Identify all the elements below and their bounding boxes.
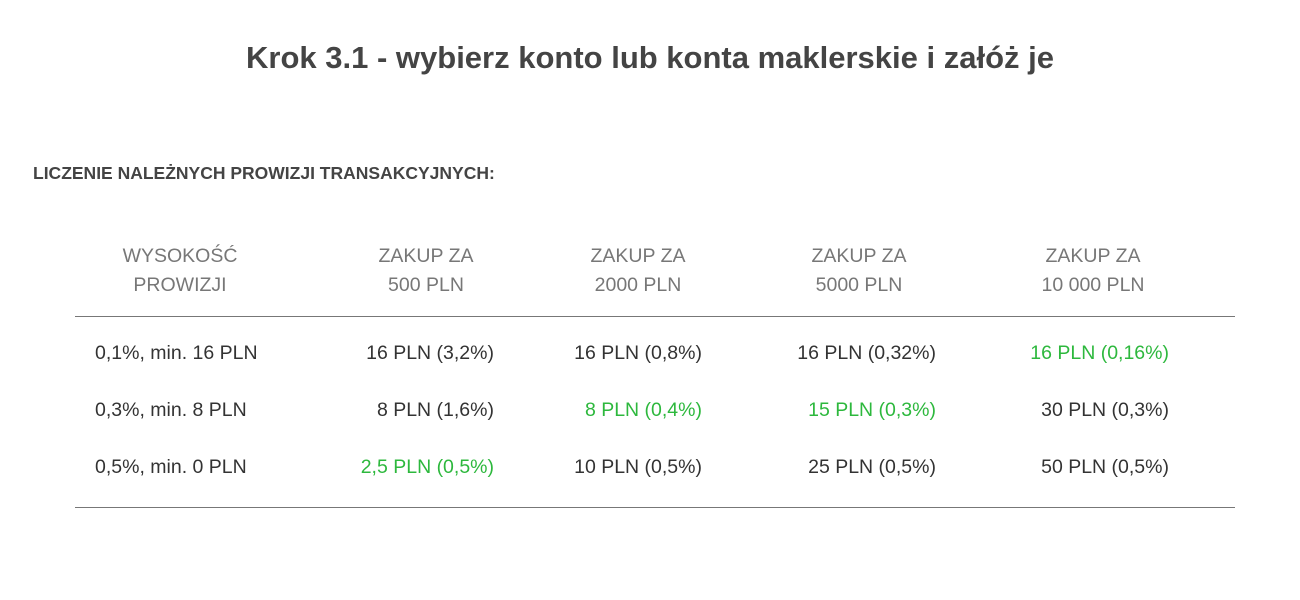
column-header: 2000 PLN	[594, 274, 682, 296]
table-cell: 16 PLN (0,32%)	[797, 342, 936, 364]
column-header: 5000 PLN	[815, 274, 903, 296]
column-header: ZAKUP ZA	[378, 245, 474, 267]
column-header: PROWIZJI	[133, 274, 227, 296]
section-title: LICZENIE NALEŻNYCH PROWIZJI TRANSAKCYJNY…	[33, 163, 495, 183]
table-cell: 25 PLN (0,5%)	[808, 456, 936, 478]
table-cell: 16 PLN (0,8%)	[574, 342, 702, 364]
header-rule	[75, 316, 1235, 317]
table-cell: 8 PLN (1,6%)	[376, 399, 494, 421]
column-header: ZAKUP ZA	[811, 245, 907, 267]
table-cell: 50 PLN (0,5%)	[1041, 456, 1169, 478]
table-cell: 0,5%, min. 0 PLN	[95, 456, 247, 478]
table-cell: 15 PLN (0,3%)	[808, 399, 936, 421]
column-header: 10 000 PLN	[1041, 274, 1145, 296]
column-header: ZAKUP ZA	[590, 245, 686, 267]
table-cell: 30 PLN (0,3%)	[1041, 399, 1169, 421]
table-cell: 0,1%, min. 16 PLN	[95, 342, 258, 364]
table-cell: 8 PLN (0,4%)	[584, 399, 702, 421]
table-cell: 10 PLN (0,5%)	[574, 456, 702, 478]
table-cell: 16 PLN (3,2%)	[366, 342, 494, 364]
page-title: Krok 3.1 - wybierz konto lub konta makle…	[246, 40, 1054, 75]
table-cell: 16 PLN (0,16%)	[1030, 342, 1169, 364]
column-header: WYSOKOŚĆ	[122, 245, 238, 267]
column-header: ZAKUP ZA	[1045, 245, 1141, 267]
table-bottom-rule	[75, 507, 1235, 508]
table-cell: 2,5 PLN (0,5%)	[360, 456, 494, 478]
table-cell: 0,3%, min. 8 PLN	[95, 399, 247, 421]
column-header: 500 PLN	[388, 274, 464, 296]
